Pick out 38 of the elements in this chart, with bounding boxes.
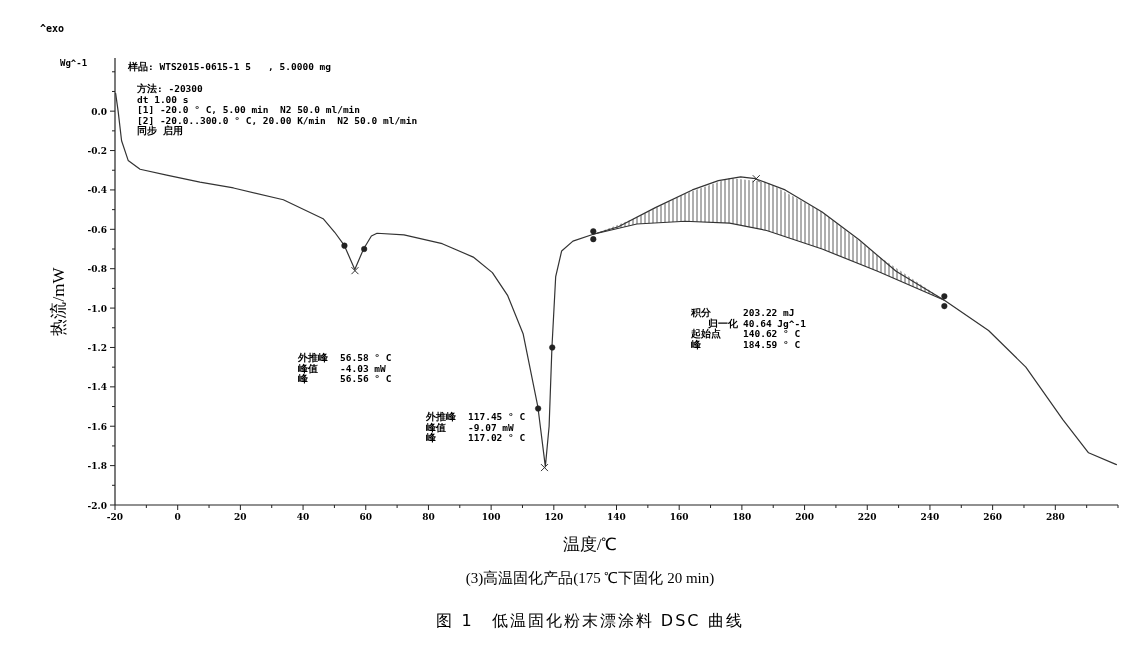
x-tick-label: 260 [983, 512, 1003, 522]
x-tick-label: 140 [607, 512, 626, 522]
x-tick-label: 160 [669, 512, 689, 522]
y-tick-label: -1.6 [87, 421, 107, 432]
text: 图 1 低温固化粉末漂涂料 DSC 曲线 [436, 611, 744, 630]
y-tick-label: -0.4 [87, 185, 107, 196]
x-tick-label: 240 [920, 512, 940, 522]
annotation: 外推峰 117.45 ° C 峰值 -9.07 mW 峰 117.02 ° C [426, 411, 526, 443]
y-tick-label: -0.6 [87, 224, 107, 235]
x-tick-label: -20 [106, 512, 124, 522]
x-tick-label: 280 [1045, 512, 1065, 522]
x-tick-label: 0 [174, 512, 181, 522]
x-tick-label: 80 [422, 512, 435, 522]
x-axis-title: 温度/℃ [562, 535, 618, 554]
y-tick-label: -1.8 [87, 461, 107, 472]
y-tick-label: -1.2 [87, 342, 107, 353]
annotation: 外推峰 56.58 ° C 峰值 -4.03 mW 峰 56.56 ° C [298, 352, 392, 384]
y-tick-label: -1.0 [87, 303, 107, 314]
y-tick-label: -0.2 [87, 146, 107, 157]
y-tick-label: 0.0 [91, 106, 107, 117]
y-tick-label: -1.4 [87, 382, 107, 393]
x-tick-label: 100 [481, 512, 501, 522]
annotation: 方法: -20300 dt 1.00 s [1] -20.0 ° C, 5.00 min N2 50.0 ml/min [2] -20.0..300.0 ° C, 20.00 K/min N2 50.0 ml/min 同步 启用 [137, 83, 418, 136]
x-tick-label: 200 [795, 512, 814, 522]
y-tick-label: -2.0 [87, 500, 107, 511]
x-tick-label: 220 [857, 512, 877, 522]
annotation: 样品: WTS2015-0615-1 5 , 5.0000 mg [128, 61, 332, 72]
x-tick-label: 180 [732, 512, 752, 522]
y-tick-label: -0.8 [87, 264, 107, 275]
x-tick-label: 40 [296, 512, 310, 522]
x-tick-label: 60 [359, 512, 373, 522]
x-tick-label: 20 [234, 512, 247, 522]
annotation: ^exo [40, 23, 65, 34]
y-axis-title: 热流/mW [49, 266, 68, 336]
x-tick-label: 120 [544, 512, 564, 522]
annotation: Wg^-1 [60, 58, 88, 68]
text: (3)高温固化产品(175 ℃下固化 20 min) [465, 570, 715, 587]
annotation: 积分 203.22 mJ 归一化 40.64 Jg^-1 起始点 140.62 ° C 峰 184.59 ° C [691, 307, 806, 350]
